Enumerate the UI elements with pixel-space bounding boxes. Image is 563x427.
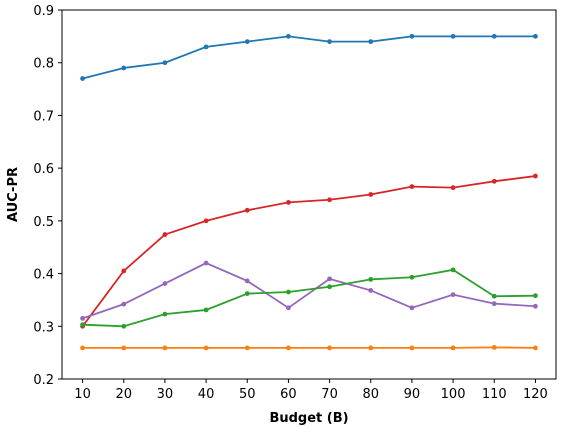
- series-line: [82, 268, 536, 328]
- data-point: [286, 289, 291, 295]
- y-tick-label: 0.5: [33, 215, 54, 230]
- y-tick-label: 0.8: [33, 57, 54, 72]
- data-point: [368, 345, 374, 351]
- data-point: [80, 315, 85, 321]
- series-line: [82, 346, 536, 349]
- series-5: [80, 344, 538, 351]
- x-tick-label: 90: [404, 387, 421, 402]
- data-point: [533, 293, 538, 299]
- y-tick-label: 0.2: [33, 373, 54, 388]
- x-tick-label: 40: [198, 387, 215, 402]
- data-point: [409, 305, 415, 311]
- data-point: [368, 39, 374, 45]
- x-axis-label: Budget (B): [269, 411, 348, 426]
- x-tick-label: 80: [362, 387, 379, 402]
- series-line: [82, 35, 536, 80]
- series-layer: [80, 33, 538, 351]
- data-point: [327, 284, 332, 290]
- data-point: [533, 303, 538, 309]
- plot-frame: [61, 9, 557, 380]
- x-tick-label: 60: [280, 387, 297, 402]
- data-point: [409, 184, 415, 189]
- series-line: [81, 175, 536, 327]
- x-tick-label: 20: [115, 387, 132, 402]
- data-point: [121, 65, 127, 71]
- data-point: [121, 301, 127, 307]
- x-tick-label: 100: [441, 387, 466, 402]
- data-point: [450, 267, 456, 273]
- data-point: [491, 178, 497, 184]
- data-point: [80, 322, 85, 328]
- data-point: [286, 200, 291, 205]
- data-point: [286, 345, 291, 351]
- y-axis-label: AUC-PR: [6, 167, 21, 222]
- x-tick-label: 10: [74, 387, 91, 402]
- data-point: [286, 305, 291, 311]
- data-point: [80, 76, 85, 81]
- data-point: [244, 345, 250, 351]
- x-tick-label: 50: [239, 387, 256, 402]
- data-point: [121, 345, 127, 351]
- series-4: [80, 267, 538, 329]
- data-point: [409, 345, 415, 351]
- data-point: [121, 323, 127, 329]
- y-tick-label: 0.7: [33, 109, 54, 124]
- data-point: [491, 301, 497, 307]
- data-point: [162, 232, 168, 237]
- data-point: [244, 291, 250, 297]
- data-point: [162, 60, 168, 66]
- data-point: [409, 33, 415, 39]
- data-point: [327, 345, 332, 351]
- data-point: [203, 345, 209, 351]
- data-point: [162, 281, 168, 286]
- series-1: [80, 33, 538, 81]
- data-point: [244, 207, 250, 213]
- data-point: [450, 185, 456, 191]
- data-point: [327, 39, 332, 45]
- y-tick-label: 0.6: [33, 162, 54, 177]
- data-point: [327, 197, 332, 203]
- data-point: [450, 33, 456, 39]
- data-point: [491, 33, 497, 39]
- data-point: [368, 288, 374, 293]
- data-point: [491, 344, 497, 350]
- y-tick-label: 0.4: [33, 268, 54, 283]
- data-point: [327, 276, 332, 282]
- data-point: [533, 345, 538, 351]
- x-tick-label: 110: [482, 387, 507, 402]
- x-tick-label: 120: [523, 387, 548, 402]
- series-line: [82, 262, 536, 320]
- data-point: [121, 268, 127, 274]
- data-point: [162, 311, 168, 317]
- data-point: [533, 173, 538, 179]
- data-point: [286, 33, 291, 39]
- data-point: [491, 293, 497, 299]
- y-axis: 0.2 0.3 0.4 0.5 0.6 0.7 0.8 0.9: [33, 4, 62, 388]
- data-point: [244, 278, 250, 284]
- data-point: [203, 307, 209, 313]
- data-point: [533, 33, 538, 39]
- data-point: [162, 345, 168, 351]
- data-point: [368, 276, 374, 282]
- y-tick-label: 0.3: [33, 320, 54, 335]
- data-point: [244, 39, 250, 45]
- series-3: [80, 260, 538, 321]
- data-point: [450, 292, 456, 298]
- x-tick-label: 30: [157, 387, 174, 402]
- x-tick-label: 70: [321, 387, 338, 402]
- data-point: [368, 192, 374, 197]
- data-point: [80, 345, 85, 351]
- data-point: [203, 260, 209, 266]
- series-2: [80, 173, 538, 329]
- data-point: [450, 345, 456, 351]
- x-axis: 10 20 30 40 50 60 70 80 90 100 110 120: [74, 379, 548, 402]
- data-point: [203, 44, 209, 50]
- data-point: [203, 218, 209, 224]
- data-point: [409, 274, 415, 280]
- y-tick-label: 0.9: [33, 4, 54, 19]
